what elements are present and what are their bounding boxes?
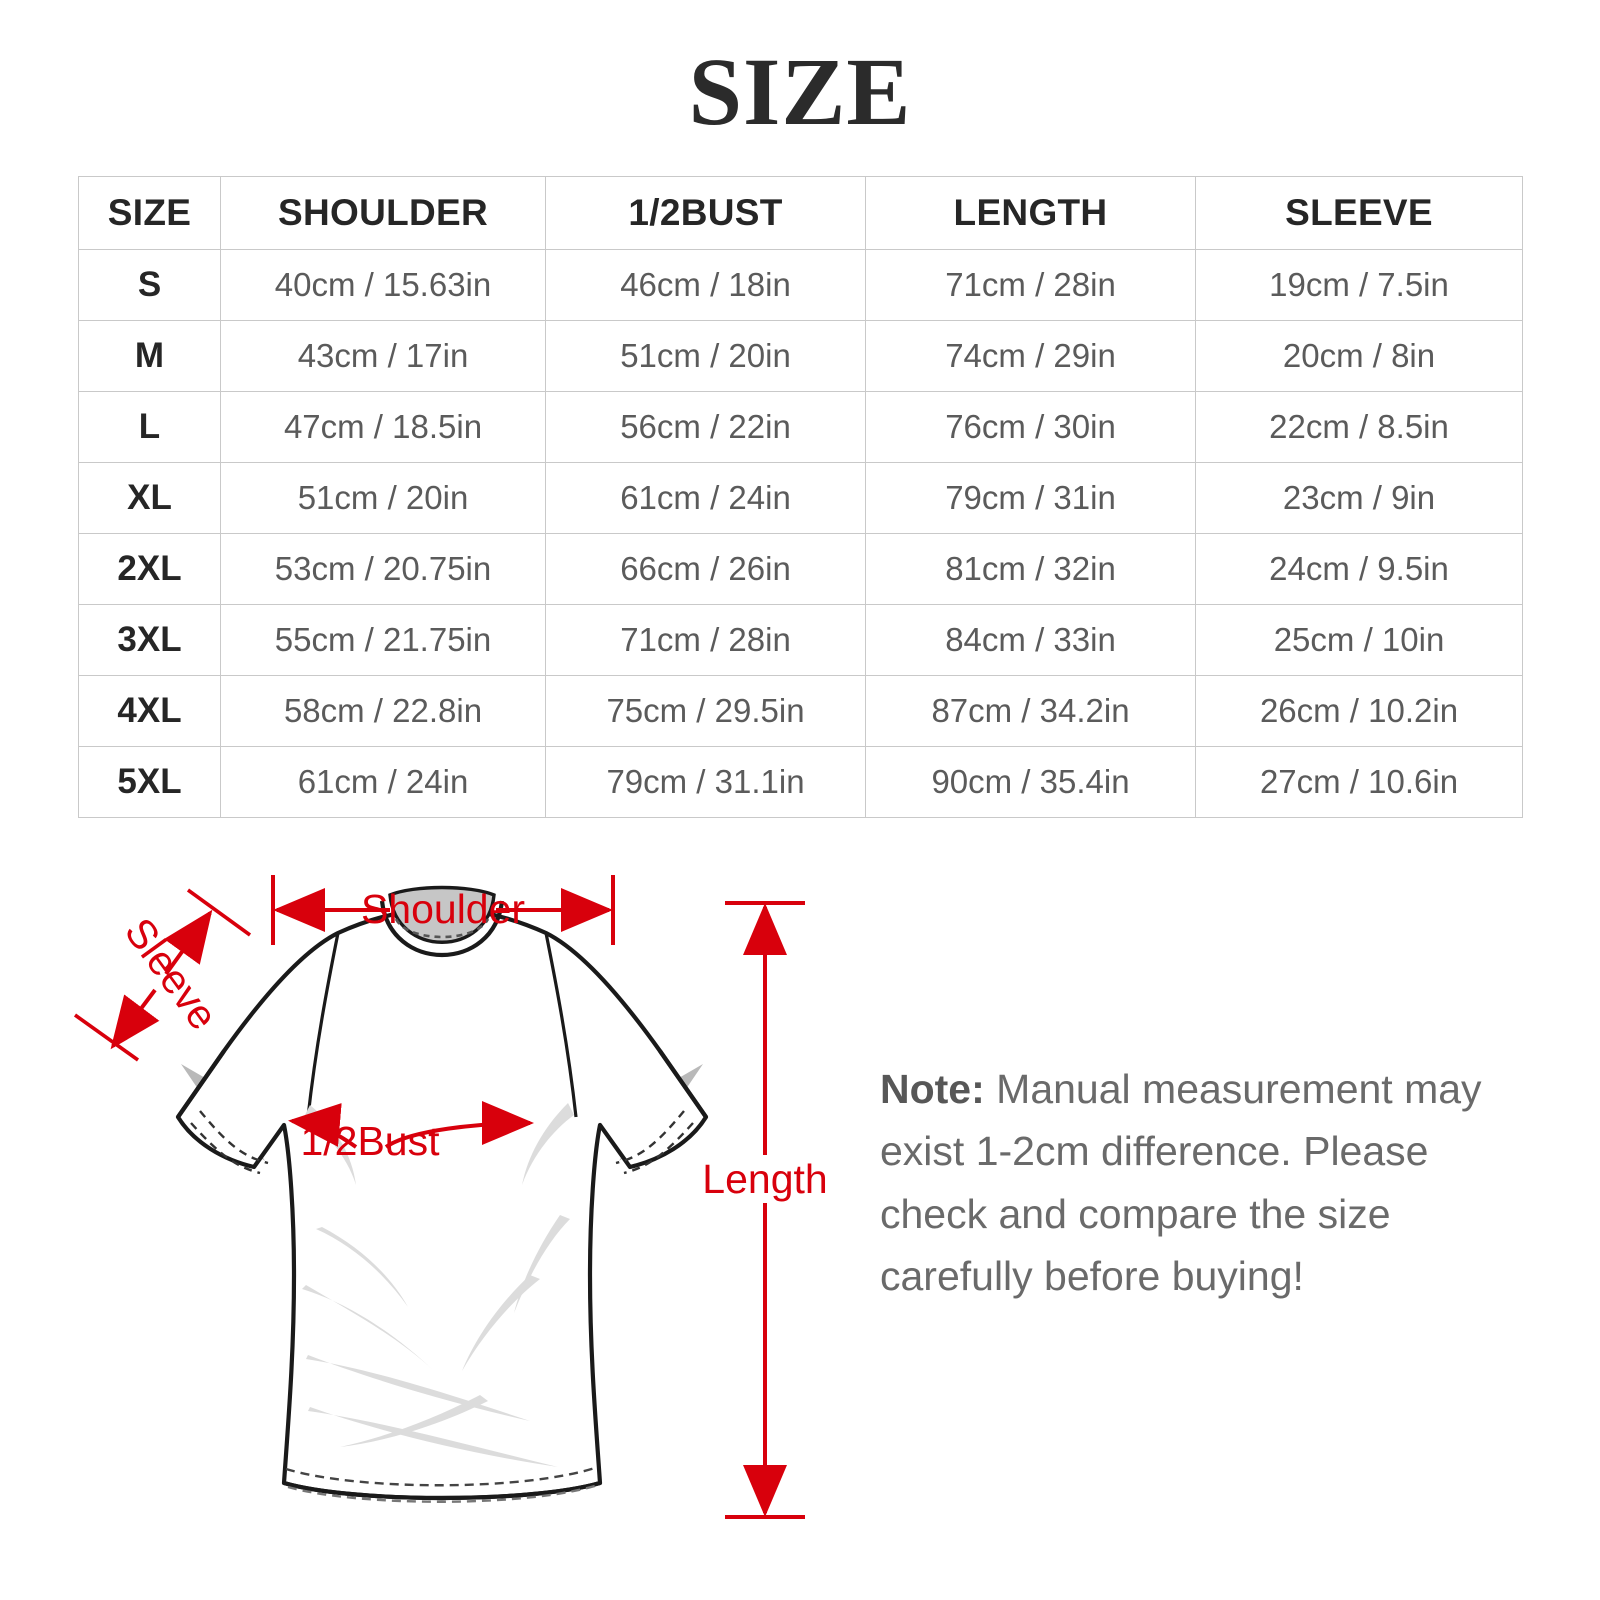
table-row: S 40cm / 15.63in 46cm / 18in 71cm / 28in… [78, 249, 1523, 321]
bottom-hem-edge [283, 1480, 601, 1501]
cell-sleeve: 20cm / 8in [1195, 320, 1523, 392]
sleeve-tick-lower [73, 1013, 140, 1062]
collar-band [379, 900, 505, 958]
left-cuff-edge [176, 1049, 226, 1119]
cell-length: 76cm / 30in [865, 391, 1196, 463]
cell-shoulder: 40cm / 15.63in [220, 249, 546, 321]
size-chart-table: SIZE SHOULDER 1/2BUST LENGTH SLEEVE S 40… [78, 176, 1523, 818]
cell-sleeve: 26cm / 10.2in [1195, 675, 1523, 747]
collar-stitch [394, 918, 490, 939]
cell-shoulder: 43cm / 17in [220, 320, 546, 392]
cell-size: 5XL [78, 746, 221, 818]
cell-size: S [78, 249, 221, 321]
table-row: 4XL 58cm / 22.8in 75cm / 29.5in 87cm / 3… [78, 675, 1523, 747]
sleeve-arrow-upper [164, 909, 213, 976]
column-header-shoulder: SHOULDER [220, 176, 546, 250]
cell-shoulder: 58cm / 22.8in [220, 675, 546, 747]
cell-length: 90cm / 35.4in [865, 746, 1196, 818]
cell-half-bust: 61cm / 24in [545, 462, 866, 534]
cell-half-bust: 51cm / 20in [545, 320, 866, 392]
cell-half-bust: 75cm / 29.5in [545, 675, 866, 747]
cell-size: 2XL [78, 533, 221, 605]
cell-shoulder: 47cm / 18.5in [220, 391, 546, 463]
half-bust-arrow-right [384, 1101, 534, 1149]
half-bust-label: 1/2Bust [300, 1118, 440, 1164]
sleeve-tick-upper [186, 888, 252, 937]
table-row: 2XL 53cm / 20.75in 66cm / 26in 81cm / 32… [78, 533, 1523, 605]
right-shoulder-seam [544, 932, 578, 1118]
cell-size: M [78, 320, 221, 392]
length-label: Length [702, 1156, 827, 1202]
left-shoulder-seam [306, 932, 340, 1118]
cell-half-bust: 46cm / 18in [545, 249, 866, 321]
cell-half-bust: 79cm / 31.1in [545, 746, 866, 818]
cell-size: 3XL [78, 604, 221, 676]
cell-shoulder: 51cm / 20in [220, 462, 546, 534]
cell-half-bust: 71cm / 28in [545, 604, 866, 676]
cell-size: 4XL [78, 675, 221, 747]
column-header-size: SIZE [78, 176, 221, 250]
tshirt-illustration [175, 885, 709, 1503]
neck-opening [388, 885, 496, 944]
cell-length: 74cm / 29in [865, 320, 1196, 392]
measurement-note: Note: Manual measurement may exist 1-2cm… [880, 1058, 1500, 1307]
table-row: L 47cm / 18.5in 56cm / 22in 76cm / 30in … [78, 391, 1523, 463]
cell-half-bust: 56cm / 22in [545, 391, 866, 463]
cell-sleeve: 23cm / 9in [1195, 462, 1523, 534]
tshirt-body-outline [175, 909, 709, 1501]
bottom-hem-stitch-a [285, 1465, 599, 1487]
note-text: Manual measurement may exist 1-2cm diffe… [880, 1066, 1482, 1299]
cell-shoulder: 53cm / 20.75in [220, 533, 546, 605]
cell-sleeve: 27cm / 10.6in [1195, 746, 1523, 818]
cell-length: 87cm / 34.2in [865, 675, 1196, 747]
cell-sleeve: 22cm / 8.5in [1195, 391, 1523, 463]
cell-sleeve: 25cm / 10in [1195, 604, 1523, 676]
note-label: Note: [880, 1066, 985, 1112]
cell-half-bust: 66cm / 26in [545, 533, 866, 605]
table-row: XL 51cm / 20in 61cm / 24in 79cm / 31in 2… [78, 462, 1523, 534]
column-header-half-bust: 1/2BUST [545, 176, 866, 250]
column-header-length: LENGTH [865, 176, 1196, 250]
sleeve-arrow-lower [110, 988, 160, 1050]
cell-sleeve: 24cm / 9.5in [1195, 533, 1523, 605]
cell-length: 71cm / 28in [865, 249, 1196, 321]
cell-size: L [78, 391, 221, 463]
bottom-hem-stitch-b [287, 1483, 599, 1503]
table-row: M 43cm / 17in 51cm / 20in 74cm / 29in 20… [78, 320, 1523, 392]
cell-length: 84cm / 33in [865, 604, 1196, 676]
cell-length: 81cm / 32in [865, 533, 1196, 605]
cell-length: 79cm / 31in [865, 462, 1196, 534]
tshirt-measurement-diagram: Shoulder Sleeve 1/2Bust Length [60, 855, 860, 1575]
table-row: 3XL 55cm / 21.75in 71cm / 28in 84cm / 33… [78, 604, 1523, 676]
cell-sleeve: 19cm / 7.5in [1195, 249, 1523, 321]
page-title: SIZE [688, 38, 912, 145]
size-chart-table-container: SIZE SHOULDER 1/2BUST LENGTH SLEEVE S 40… [78, 176, 1523, 818]
shoulder-label: Shoulder [361, 886, 525, 932]
cell-size: XL [78, 462, 221, 534]
table-header-row: SIZE SHOULDER 1/2BUST LENGTH SLEEVE [78, 176, 1523, 250]
cell-shoulder: 55cm / 21.75in [220, 604, 546, 676]
table-row: 5XL 61cm / 24in 79cm / 31.1in 90cm / 35.… [78, 746, 1523, 818]
column-header-sleeve: SLEEVE [1195, 176, 1523, 250]
cell-shoulder: 61cm / 24in [220, 746, 546, 818]
right-cuff-edge [658, 1049, 708, 1119]
half-bust-arrow-left [288, 1103, 358, 1149]
